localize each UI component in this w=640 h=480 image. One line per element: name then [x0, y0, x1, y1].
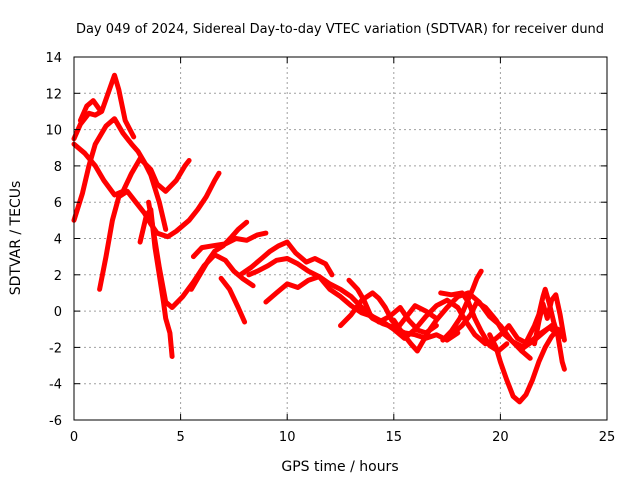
- x-tick-label: 10: [279, 430, 296, 445]
- x-tick-label: 25: [599, 430, 616, 445]
- series-arc-1: [71, 141, 192, 198]
- data-series-group: [71, 72, 567, 405]
- y-tick-label: 6: [54, 196, 62, 211]
- series-arc-19: [451, 299, 563, 350]
- series-arc-4: [77, 98, 103, 123]
- y-tick-label: 12: [45, 87, 62, 102]
- series-arc-9: [190, 230, 269, 260]
- y-tick-label: 2: [54, 269, 62, 284]
- grid-lines: [74, 57, 607, 420]
- series-arc-10: [218, 275, 248, 325]
- series-arc-15: [346, 277, 420, 332]
- y-tick-label: 10: [45, 124, 62, 139]
- series-arc-14: [338, 290, 439, 330]
- y-tick-label: 14: [45, 51, 62, 66]
- series-arc-2: [71, 72, 137, 142]
- y-tick-label: 8: [54, 160, 62, 175]
- chart-title: Day 049 of 2024, Sidereal Day-to-day VTE…: [76, 22, 604, 37]
- x-tick-label: 15: [386, 430, 403, 445]
- series-arc-3: [71, 116, 169, 232]
- series-arc-23: [532, 292, 567, 347]
- y-tick-label: -4: [49, 378, 62, 393]
- series-arc-8: [188, 219, 250, 292]
- series-arc-21: [487, 326, 565, 405]
- series-arc-20: [440, 268, 484, 343]
- y-axis-label: SDTVAR / TECUs: [8, 181, 24, 296]
- y-tick-label: -2: [49, 341, 62, 356]
- x-tick-label: 0: [70, 430, 78, 445]
- y-tick-label: 0: [54, 305, 62, 320]
- series-arc-11: [237, 239, 335, 278]
- x-axis-label: GPS time / hours: [281, 459, 398, 475]
- x-tick-label: 20: [492, 430, 509, 445]
- y-tick-label: -6: [49, 414, 62, 429]
- series-arc-22: [519, 286, 567, 372]
- axis-ticks: 0 5 10 15 20 25 -6 -4 -2 0 2 4 6 8 10 12 14: [45, 51, 615, 445]
- y-tick-label: 4: [54, 233, 62, 248]
- x-tick-label: 5: [176, 430, 184, 445]
